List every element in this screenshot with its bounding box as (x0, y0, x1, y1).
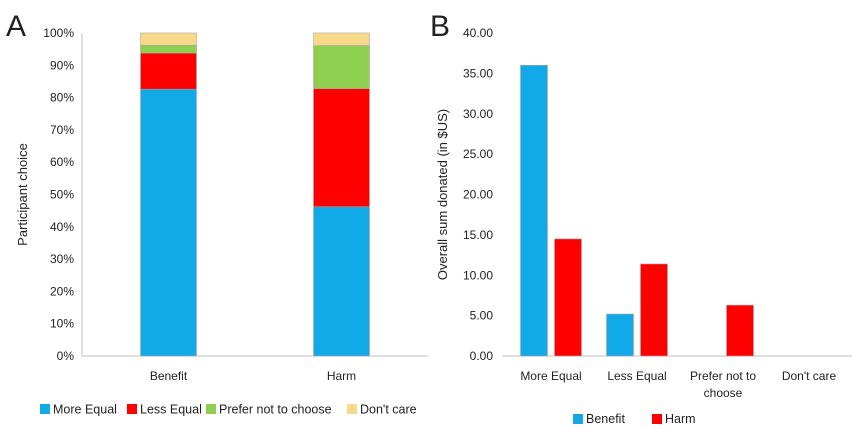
y-tick-label: 30% (50, 252, 74, 266)
bar-benefit-prefer-not-to-choose (140, 44, 197, 54)
bar-more-equal-harm (554, 238, 582, 357)
y-tick-label: 10% (50, 317, 74, 331)
x-tick-label: More Equal (520, 369, 581, 383)
bar-harm-more-equal (313, 206, 370, 357)
y-tick-label: 60% (50, 155, 74, 169)
y-tick-label: 100% (43, 26, 74, 40)
legend-swatch-less-equal (127, 404, 137, 414)
bar-benefit-more-equal (140, 88, 197, 357)
legend-label-less-equal: Less Equal (140, 403, 202, 417)
x-tick-label: Prefer not to (690, 369, 756, 383)
legend-label-prefer-not-to-choose: Prefer not to choose (219, 403, 332, 417)
y-tick-label: 40.00 (463, 26, 493, 40)
y-tick-label: 15.00 (463, 228, 493, 242)
y-tick-label: 50% (50, 188, 74, 202)
legend-swatch-prefer-not-to-choose (206, 404, 216, 414)
chart-panel-b: 0.00 5.00 10.00 15.00 20.00 25.00 30.00 35.00 40… (435, 26, 852, 426)
y-tick-label: 30.00 (463, 107, 493, 121)
y-tick-label: 80% (50, 91, 74, 105)
bar-less-equal-harm (640, 263, 668, 357)
legend-swatch-harm (652, 414, 662, 424)
y-tick-label: 20.00 (463, 188, 493, 202)
y-axis-title: Overall sum donated (in $US) (435, 109, 450, 280)
x-tick-label: Don't care (782, 369, 837, 383)
bar-benefit-don-t-care (140, 32, 197, 46)
bar-less-equal-benefit (606, 313, 634, 357)
y-tick-label: 70% (50, 123, 74, 137)
y-tick-label: 0.00 (470, 349, 494, 363)
bar-harm-less-equal (313, 88, 370, 208)
chart-panel-a: 0% 10% 20% 30% 40% 50% 60% 70% 80% 90% 100% Benefit… (15, 26, 428, 417)
panel-letter-b: B (430, 10, 450, 43)
legend-swatch-more-equal (40, 404, 50, 414)
x-tick-label: Less Equal (607, 369, 666, 383)
legend-label-more-equal: More Equal (53, 403, 117, 417)
y-tick-label: 25.00 (463, 147, 493, 161)
bar-more-equal-benefit (520, 65, 548, 357)
y-tick-label: 90% (50, 58, 74, 72)
y-tick-label: 40% (50, 220, 74, 234)
bar-prefer-not-to-choose-harm (726, 304, 754, 357)
y-axis-title: Participant choice (15, 143, 30, 246)
x-tick-label: Harm (327, 369, 356, 383)
y-tick-label: 10.00 (463, 268, 493, 282)
x-tick-label: choose (704, 386, 743, 400)
x-tick-label: Benefit (150, 369, 188, 383)
y-tick-label: 5.00 (470, 309, 494, 323)
panel-letter-a: A (6, 10, 26, 43)
y-tick-label: 20% (50, 284, 74, 298)
legend-label-benefit: Benefit (586, 412, 625, 425)
y-tick-label: 35.00 (463, 66, 493, 80)
legend-label-don-t-care: Don't care (360, 403, 417, 417)
bar-harm-prefer-not-to-choose (313, 45, 370, 89)
legend-swatch-benefit (573, 414, 583, 424)
bar-harm-don-t-care (313, 32, 370, 46)
y-tick-label: 0% (57, 349, 75, 363)
legend-label-harm: Harm (665, 412, 696, 425)
legend-swatch-don-t-care (347, 404, 357, 414)
bar-benefit-less-equal (140, 52, 197, 90)
